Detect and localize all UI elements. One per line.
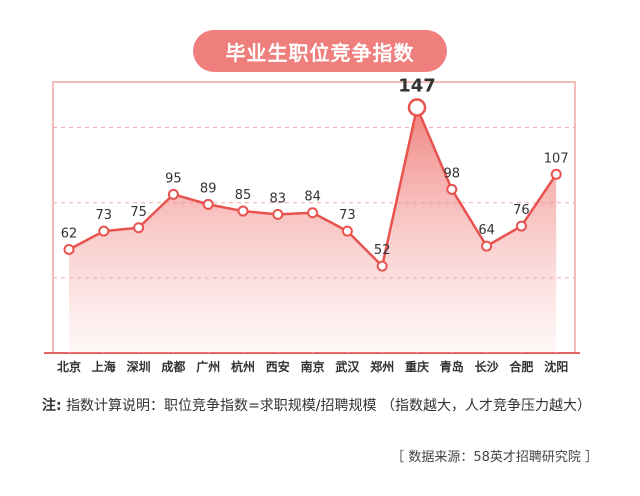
x-tick-label: 上海 <box>92 359 116 374</box>
data-label: 52 <box>374 243 391 258</box>
area-fill <box>69 107 557 353</box>
data-label: 147 <box>398 76 436 97</box>
data-label: 62 <box>61 226 78 241</box>
x-tick-label: 南京 <box>301 359 325 374</box>
data-point <box>341 225 353 237</box>
data-label: 107 <box>544 151 569 166</box>
data-label: 73 <box>339 208 356 223</box>
data-point <box>272 208 284 220</box>
data-label: 76 <box>513 203 530 218</box>
x-tick-label: 杭州 <box>231 359 255 374</box>
data-point <box>481 240 493 252</box>
x-tick-label: 深圳 <box>127 359 151 374</box>
data-point <box>446 183 458 195</box>
chart-title: 毕业生职位竞争指数 <box>193 30 447 72</box>
data-point <box>376 260 388 272</box>
x-tick-label: 武汉 <box>335 359 360 374</box>
x-tick-label: 长沙 <box>475 359 499 374</box>
data-point <box>167 188 179 200</box>
x-tick-label: 广州 <box>196 359 220 374</box>
data-point <box>133 222 145 234</box>
chart-frame <box>52 81 576 353</box>
x-tick-label: 北京 <box>57 359 81 374</box>
data-point <box>63 243 75 255</box>
x-tick-label: 合肥 <box>509 359 533 374</box>
data-point <box>237 205 249 217</box>
x-tick-label: 成都 <box>161 359 185 374</box>
x-tick-label: 郑州 <box>370 359 394 374</box>
x-tick-label: 青岛 <box>440 359 464 374</box>
data-label: 83 <box>270 191 287 206</box>
data-label: 98 <box>444 166 461 181</box>
footnote-label: 注: <box>42 398 62 414</box>
x-tick-label: 沈阳 <box>544 359 568 374</box>
data-label: 73 <box>96 208 113 223</box>
footnote: 注: 指数计算说明：职位竞争指数=求职规模/招聘规模 （指数越大，人才竞争压力越… <box>42 396 602 416</box>
data-point <box>515 220 527 232</box>
data-point <box>407 98 427 117</box>
data-point <box>202 198 214 210</box>
data-label: 84 <box>304 190 321 205</box>
data-point <box>98 225 110 237</box>
x-tick-label: 重庆 <box>405 359 429 374</box>
x-tick-label: 西安 <box>266 359 290 374</box>
data-label: 89 <box>200 181 217 196</box>
data-point <box>307 207 319 219</box>
footnote-text: 指数计算说明：职位竞争指数=求职规模/招聘规模 （指数越大，人才竞争压力越大） <box>66 398 591 414</box>
data-label: 95 <box>165 171 182 186</box>
data-label: 75 <box>130 205 147 220</box>
data-point <box>550 168 562 180</box>
data-label: 85 <box>235 188 252 203</box>
data-label: 64 <box>478 223 495 238</box>
data-source: ［ 数据来源：58英才招聘研究院 ］ <box>391 450 598 465</box>
